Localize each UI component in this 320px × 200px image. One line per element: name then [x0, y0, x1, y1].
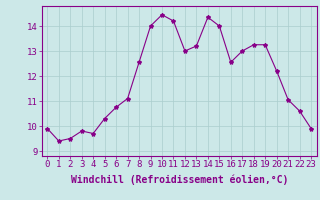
X-axis label: Windchill (Refroidissement éolien,°C): Windchill (Refroidissement éolien,°C) [70, 175, 288, 185]
